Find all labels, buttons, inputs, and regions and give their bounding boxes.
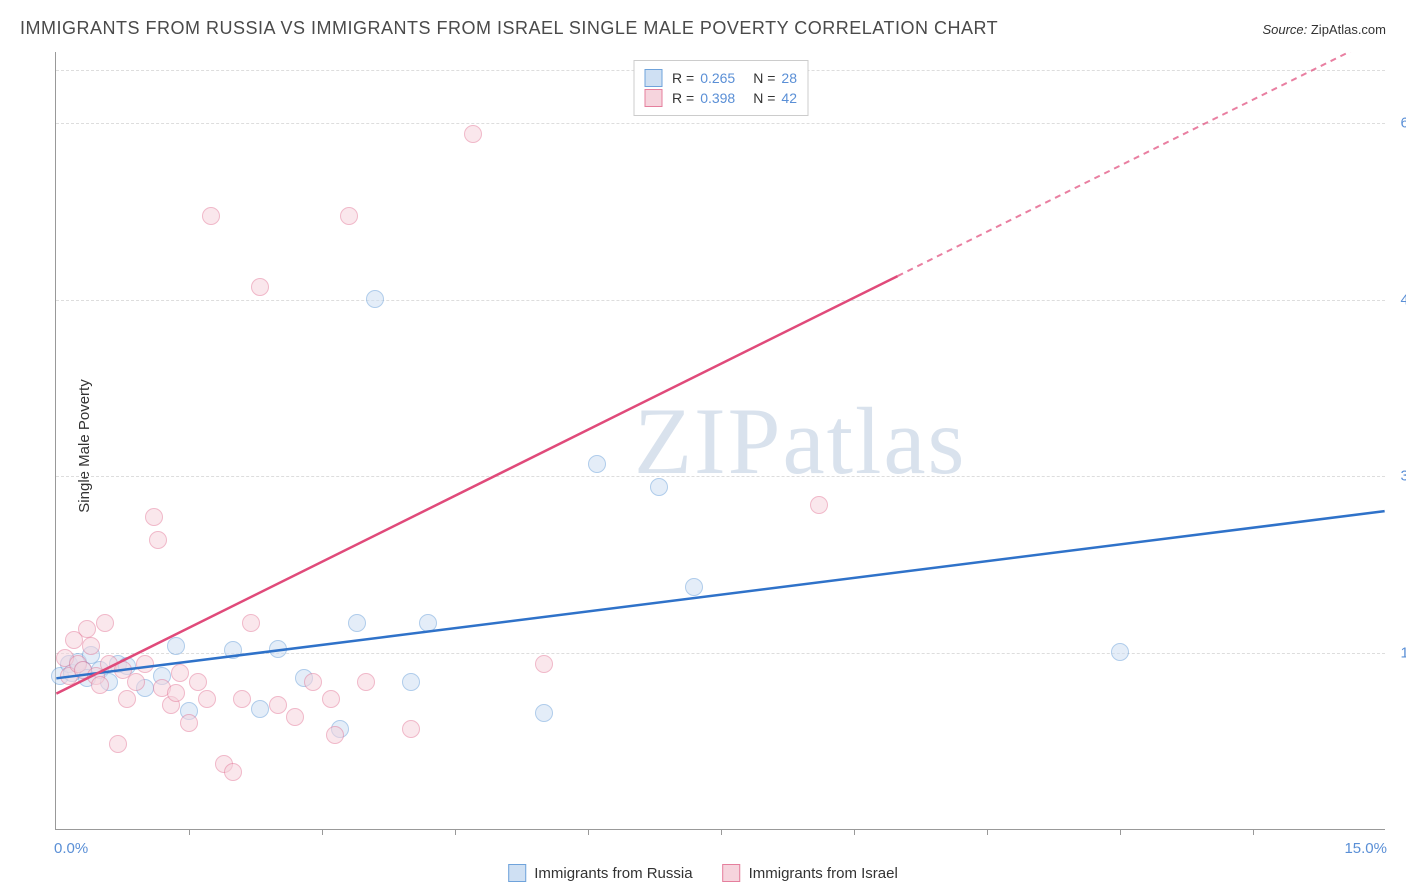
series-legend: Immigrants from Russia Immigrants from Is… (508, 864, 898, 882)
data-point (1111, 643, 1129, 661)
x-tick-mark (721, 829, 722, 835)
x-tick-mark (588, 829, 589, 835)
legend-item: Immigrants from Russia (508, 864, 692, 882)
data-point (588, 455, 606, 473)
x-tick-mark (455, 829, 456, 835)
legend-label: Immigrants from Russia (534, 865, 692, 882)
y-tick-label: 60.0% (1400, 114, 1406, 131)
data-point (650, 478, 668, 496)
data-point (202, 207, 220, 225)
y-tick-label: 15.0% (1400, 645, 1406, 662)
data-point (171, 664, 189, 682)
legend-label: Immigrants from Israel (749, 865, 898, 882)
x-tick-mark (1120, 829, 1121, 835)
data-point (286, 708, 304, 726)
x-tick-mark (322, 829, 323, 835)
data-point (322, 690, 340, 708)
r-label: R = (672, 90, 694, 106)
gridline (56, 476, 1385, 477)
data-point (224, 641, 242, 659)
r-value: 0.398 (700, 90, 735, 106)
source-label: Source: (1262, 22, 1310, 37)
gridline (56, 300, 1385, 301)
correlation-legend: R = 0.265 N = 28 R = 0.398 N = 42 (633, 60, 808, 116)
data-point (251, 278, 269, 296)
legend-row: R = 0.398 N = 42 (644, 89, 797, 107)
x-tick-min: 0.0% (54, 840, 88, 857)
trend-line-dashed (898, 52, 1385, 276)
data-point (326, 726, 344, 744)
data-point (127, 673, 145, 691)
data-point (348, 614, 366, 632)
r-label: R = (672, 70, 694, 86)
n-value: 28 (781, 70, 797, 86)
data-point (304, 673, 322, 691)
data-point (402, 673, 420, 691)
data-point (402, 720, 420, 738)
data-point (136, 655, 154, 673)
data-point (269, 696, 287, 714)
data-point (685, 578, 703, 596)
data-point (224, 763, 242, 781)
y-tick-label: 30.0% (1400, 468, 1406, 485)
x-tick-max: 15.0% (1344, 840, 1387, 857)
data-point (167, 637, 185, 655)
legend-swatch (644, 89, 662, 107)
data-point (118, 690, 136, 708)
data-point (167, 684, 185, 702)
data-point (535, 704, 553, 722)
data-point (145, 508, 163, 526)
gridline (56, 653, 1385, 654)
y-tick-label: 45.0% (1400, 291, 1406, 308)
trend-line-solid (56, 276, 897, 694)
data-point (810, 496, 828, 514)
data-point (535, 655, 553, 673)
watermark-text: ZIPatlas (634, 386, 967, 496)
legend-row: R = 0.265 N = 28 (644, 69, 797, 87)
data-point (96, 614, 114, 632)
legend-swatch (723, 864, 741, 882)
x-tick-mark (987, 829, 988, 835)
chart-title: IMMIGRANTS FROM RUSSIA VS IMMIGRANTS FRO… (20, 18, 998, 39)
data-point (269, 640, 287, 658)
data-point (233, 690, 251, 708)
data-point (242, 614, 260, 632)
data-point (251, 700, 269, 718)
data-point (198, 690, 216, 708)
plot-area: ZIPatlas R = 0.265 N = 28 R = 0.398 N = 42 0.… (55, 52, 1385, 830)
n-label: N = (753, 90, 775, 106)
x-tick-mark (1253, 829, 1254, 835)
r-value: 0.265 (700, 70, 735, 86)
data-point (189, 673, 207, 691)
source-attribution: Source: ZipAtlas.com (1262, 22, 1386, 37)
data-point (340, 207, 358, 225)
data-point (419, 614, 437, 632)
gridline (56, 123, 1385, 124)
legend-item: Immigrants from Israel (723, 864, 898, 882)
data-point (109, 735, 127, 753)
x-tick-mark (189, 829, 190, 835)
legend-swatch (508, 864, 526, 882)
x-tick-mark (854, 829, 855, 835)
legend-swatch (644, 69, 662, 87)
n-label: N = (753, 70, 775, 86)
data-point (78, 620, 96, 638)
data-point (357, 673, 375, 691)
n-value: 42 (781, 90, 797, 106)
data-point (464, 125, 482, 143)
data-point (366, 290, 384, 308)
data-point (91, 676, 109, 694)
source-value: ZipAtlas.com (1311, 22, 1386, 37)
data-point (149, 531, 167, 549)
data-point (82, 637, 100, 655)
data-point (180, 714, 198, 732)
